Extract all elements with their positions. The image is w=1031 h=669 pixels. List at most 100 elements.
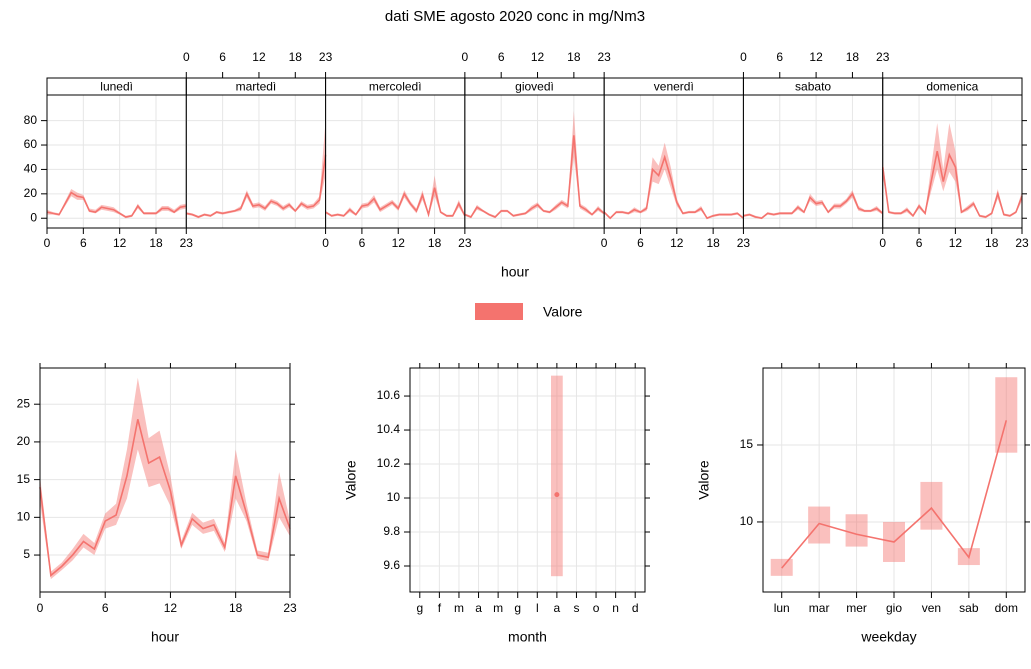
x-tick-label: s — [573, 601, 579, 615]
x-tick-label: dom — [995, 601, 1018, 615]
line — [325, 187, 466, 218]
y-tick-label: 80 — [24, 113, 38, 127]
x-axis-label: weekday — [860, 629, 916, 645]
x-tick-label: 23 — [180, 236, 194, 250]
legend-swatch — [475, 303, 523, 320]
x-tick-label: 0 — [462, 50, 469, 64]
y-tick-label: 0 — [30, 210, 37, 224]
x-tick-label: 23 — [597, 50, 611, 64]
x-tick-label: g — [416, 601, 423, 615]
x-tick-label: 6 — [776, 50, 783, 64]
x-tick-label: 18 — [289, 50, 303, 64]
strip-label: lunedì — [100, 80, 133, 94]
y-tick-label: 10.2 — [377, 456, 401, 470]
x-axis-label: month — [508, 629, 547, 645]
line — [781, 420, 1008, 569]
y-tick-label: 15 — [740, 437, 754, 451]
x-tick-label: mar — [809, 601, 830, 615]
x-tick-label: 12 — [113, 236, 127, 250]
y-tick-label: 15 — [17, 472, 31, 486]
x-tick-label: 12 — [809, 50, 823, 64]
x-tick-label: 18 — [706, 236, 720, 250]
y-tick-label: 20 — [17, 434, 31, 448]
x-tick-label: 6 — [219, 50, 226, 64]
y-tick-label: 60 — [24, 137, 38, 151]
confidence-band — [186, 120, 326, 219]
x-tick-label: 6 — [916, 236, 923, 250]
x-tick-label: 12 — [949, 236, 963, 250]
strip-label: venerdì — [654, 80, 694, 94]
x-tick-label: 23 — [737, 236, 751, 250]
x-tick-label: m — [454, 601, 464, 615]
x-tick-label: d — [632, 601, 639, 615]
x-tick-label: f — [438, 601, 442, 615]
chart-title: dati SME agosto 2020 conc in mg/Nm3 — [385, 8, 645, 25]
legend-label: Valore — [543, 304, 583, 320]
x-axis-label: hour — [501, 264, 529, 280]
x-tick-label: mer — [846, 601, 867, 615]
x-tick-label: 6 — [359, 236, 366, 250]
x-tick-label: 18 — [985, 236, 999, 250]
x-tick-label: 6 — [637, 236, 644, 250]
x-tick-label: 0 — [37, 601, 44, 615]
x-tick-label: 23 — [876, 50, 890, 64]
confidence-band — [464, 110, 605, 219]
x-tick-label: 12 — [392, 236, 406, 250]
y-tick-label: 10 — [740, 514, 754, 528]
confidence-band — [808, 506, 831, 544]
confidence-band — [325, 175, 465, 218]
x-tick-label: 6 — [80, 236, 87, 250]
y-tick-label: 20 — [24, 186, 38, 200]
x-tick-label: a — [475, 601, 482, 615]
panel-frame — [325, 94, 466, 229]
confidence-band — [995, 377, 1018, 453]
confidence-band — [604, 142, 744, 219]
x-tick-label: 18 — [149, 236, 163, 250]
x-tick-label: gio — [886, 601, 902, 615]
y-tick-label: 25 — [17, 396, 31, 410]
line — [603, 154, 744, 220]
y-axis-label: Valore — [343, 460, 359, 500]
y-tick-label: 5 — [23, 547, 30, 561]
x-tick-label: 0 — [740, 50, 747, 64]
line — [881, 150, 1023, 218]
y-tick-label: 10 — [387, 490, 401, 504]
x-tick-label: 23 — [458, 236, 472, 250]
x-tick-label: 12 — [252, 50, 266, 64]
x-tick-label: lun — [774, 601, 790, 615]
x-tick-label: 18 — [846, 50, 860, 64]
x-tick-label: 12 — [164, 601, 178, 615]
x-tick-label: 12 — [670, 236, 684, 250]
panel-frame — [409, 367, 646, 593]
line — [186, 154, 327, 218]
line — [464, 135, 605, 219]
panel-frame — [603, 94, 744, 229]
x-tick-label: 0 — [322, 236, 329, 250]
strip — [882, 77, 1023, 96]
x-tick-label: m — [493, 601, 503, 615]
x-tick-label: 0 — [879, 236, 886, 250]
x-tick-label: 6 — [498, 50, 505, 64]
x-axis-label: hour — [151, 629, 179, 645]
y-axis-label: Valore — [696, 460, 712, 500]
x-tick-label: 23 — [283, 601, 297, 615]
strip-label: giovedì — [515, 80, 554, 94]
y-tick-label: 10 — [17, 510, 31, 524]
x-tick-label: n — [612, 601, 619, 615]
confidence-band — [47, 188, 187, 219]
line — [39, 419, 291, 577]
strip-label: sabato — [795, 80, 831, 94]
y-tick-label: 9.8 — [383, 524, 400, 538]
x-tick-label: 18 — [229, 601, 243, 615]
x-tick-label: 6 — [102, 601, 109, 615]
x-tick-label: g — [514, 601, 521, 615]
line — [46, 191, 187, 218]
y-tick-label: 10.6 — [377, 388, 401, 402]
confidence-band — [920, 481, 943, 530]
x-tick-label: 0 — [601, 236, 608, 250]
line — [743, 192, 884, 220]
x-tick-label: a — [554, 601, 561, 615]
confidence-band — [882, 123, 1022, 219]
x-tick-label: 18 — [428, 236, 442, 250]
x-tick-label: 23 — [1015, 236, 1029, 250]
